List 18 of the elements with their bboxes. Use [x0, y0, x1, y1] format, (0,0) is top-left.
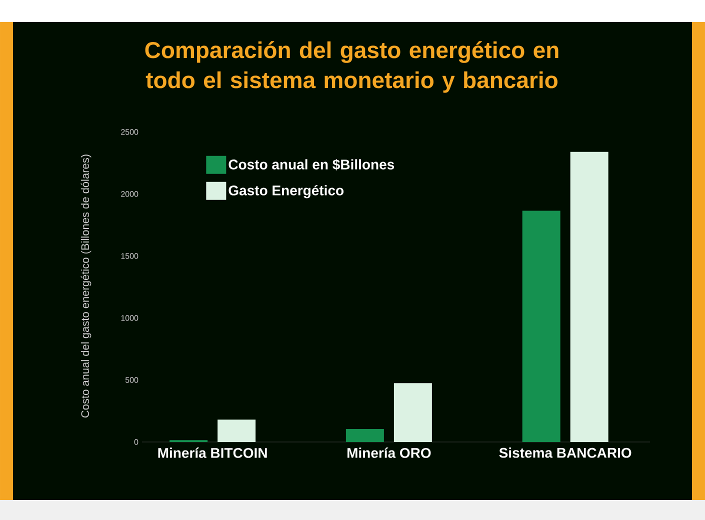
bar	[218, 420, 256, 442]
bar	[394, 383, 432, 442]
chart-title: Comparación del gasto energético en todo el sistema monetario y bancario	[145, 41, 558, 93]
y-tick-label: 500	[125, 377, 138, 383]
bar	[346, 428, 384, 442]
bar	[522, 210, 560, 442]
legend-label: Costo anual en $Billones	[228, 158, 394, 170]
y-tick-label: 0	[134, 439, 138, 445]
y-tick-label: 2000	[121, 191, 138, 197]
legend-label: Gasto Energético	[228, 185, 344, 198]
x-tick-label: Sistema BANCARIO	[499, 448, 632, 458]
y-tick-label: 1000	[121, 315, 138, 321]
bar	[570, 152, 608, 442]
x-tick-label: Minería ORO	[347, 448, 431, 458]
y-tick-label: 2500	[121, 129, 138, 135]
x-tick-label: Minería BITCOIN	[158, 448, 267, 458]
y-axis-title: Costo anual del gasto energético (Billones de dólares)	[80, 154, 92, 418]
y-tick-label: 1500	[121, 253, 138, 259]
